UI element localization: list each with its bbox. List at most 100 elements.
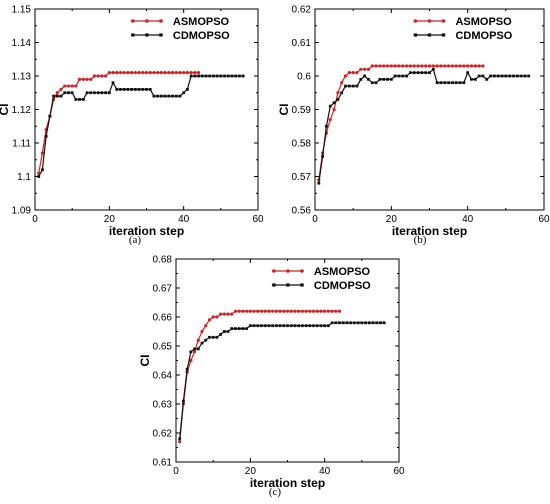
data-point	[451, 81, 454, 85]
data-point	[382, 321, 386, 325]
data-point	[196, 338, 200, 342]
data-point	[212, 74, 215, 78]
data-point	[193, 71, 197, 75]
data-point	[351, 84, 355, 88]
legend-marker	[300, 283, 304, 287]
data-point	[59, 87, 63, 91]
data-point	[496, 74, 500, 78]
data-point	[245, 327, 249, 330]
data-point	[393, 64, 397, 68]
legend-marker	[272, 283, 276, 287]
data-point	[447, 81, 450, 85]
x-tick-label: 0	[312, 214, 318, 225]
data-point	[470, 77, 473, 81]
data-point	[492, 74, 496, 78]
data-point	[185, 367, 189, 371]
data-point	[389, 64, 393, 68]
legend-marker	[145, 19, 149, 23]
data-point	[159, 71, 163, 75]
data-point	[374, 64, 378, 68]
data-point	[189, 358, 193, 363]
legend-marker	[272, 269, 276, 273]
data-point	[363, 74, 367, 78]
data-point	[178, 437, 182, 441]
data-point	[311, 309, 316, 313]
data-point	[469, 64, 474, 68]
data-point	[330, 309, 334, 313]
data-point	[401, 64, 405, 68]
data-point	[328, 117, 332, 122]
data-point	[370, 64, 374, 68]
data-point	[230, 327, 234, 330]
data-point	[382, 64, 386, 68]
legend-marker	[413, 19, 418, 23]
data-point	[211, 315, 215, 319]
data-point	[371, 321, 375, 325]
panel-caption: (b)	[414, 234, 427, 246]
data-point	[466, 71, 470, 75]
data-point	[323, 309, 327, 313]
chart-panel-0: 1.09 1.1 1.11 1.12 1.13 1.14 1.15 0 20 40 60 iterat…	[0, 5, 264, 247]
data-point	[237, 327, 241, 330]
x-tick-label: 20	[386, 214, 398, 225]
data-point	[230, 312, 234, 316]
data-point	[326, 309, 330, 313]
data-point	[393, 74, 397, 78]
data-point	[326, 324, 330, 328]
legend-marker	[427, 19, 432, 23]
data-point	[193, 74, 197, 78]
legend-marker	[300, 269, 304, 273]
data-point	[226, 330, 230, 333]
data-point	[178, 71, 182, 75]
chart-panel-2: 0.61 0.62 0.63 0.64 0.65 0.66 0.67 0.68 0 20 40 60 i…	[138, 255, 405, 499]
data-point	[104, 91, 108, 95]
data-point	[141, 71, 145, 75]
data-point	[40, 151, 45, 155]
data-point	[435, 64, 439, 68]
data-point	[477, 64, 481, 68]
data-point	[443, 64, 447, 68]
data-point	[226, 74, 230, 78]
data-point	[278, 324, 282, 328]
y-tick-label: 1.11	[12, 139, 31, 150]
legend-marker	[159, 33, 163, 37]
legend-marker	[413, 33, 418, 37]
data-point	[466, 64, 470, 68]
x-axis-title: iteration step	[250, 476, 325, 490]
y-axis-title: CI	[138, 355, 152, 367]
data-point	[285, 309, 290, 313]
data-point	[297, 309, 301, 313]
data-point	[144, 71, 149, 75]
data-point	[408, 64, 413, 68]
data-point	[462, 64, 466, 68]
data-point	[215, 74, 219, 78]
data-point	[477, 74, 481, 78]
data-point	[107, 91, 111, 95]
data-point	[347, 71, 351, 75]
data-point	[349, 321, 353, 325]
data-point	[174, 94, 178, 98]
data-point	[248, 324, 252, 328]
data-point	[267, 309, 271, 313]
data-point	[211, 335, 215, 339]
data-point	[386, 77, 389, 81]
data-point	[67, 91, 70, 95]
x-tick-label: 20	[245, 466, 257, 477]
data-point	[334, 321, 338, 325]
data-point	[230, 74, 234, 78]
data-point	[119, 88, 122, 91]
data-point	[115, 71, 119, 75]
data-point	[89, 77, 93, 81]
legend-marker	[131, 33, 135, 37]
data-point	[397, 74, 401, 78]
data-point	[74, 98, 78, 101]
data-point	[293, 309, 297, 313]
data-point	[207, 318, 212, 322]
data-point	[271, 324, 275, 328]
data-point	[126, 88, 130, 91]
data-point	[515, 74, 519, 78]
y-tick-label: 1.15	[12, 5, 32, 16]
data-point	[141, 88, 145, 91]
data-point	[405, 64, 409, 68]
data-point	[226, 312, 230, 316]
